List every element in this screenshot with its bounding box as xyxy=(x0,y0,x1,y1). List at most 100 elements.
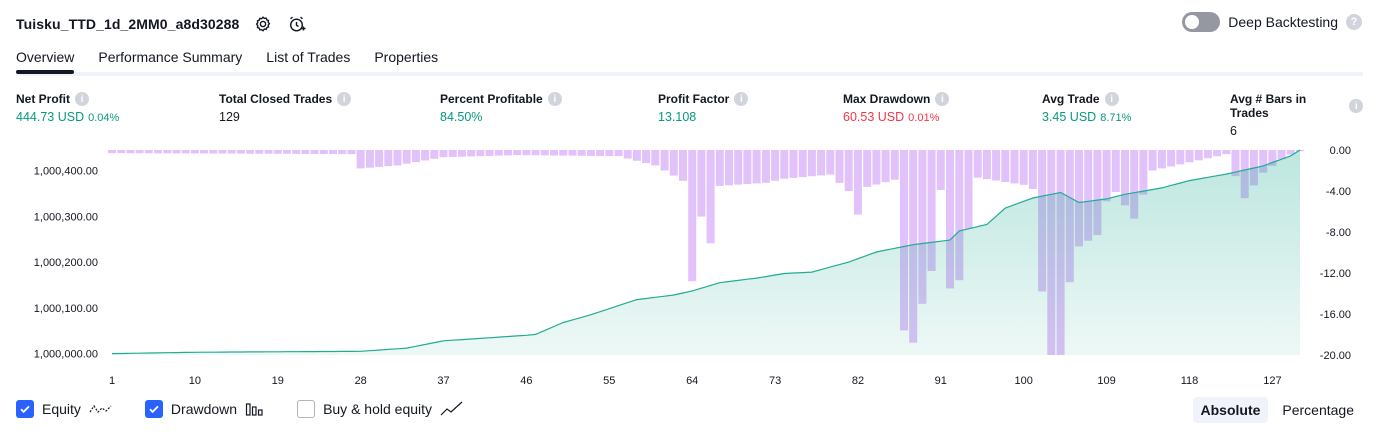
drawdown-bar xyxy=(1019,150,1028,185)
drawdown-bar xyxy=(725,150,733,186)
equity-line-icon xyxy=(89,404,112,413)
drawdown-bar xyxy=(586,150,595,156)
drawdown-bar xyxy=(688,150,697,282)
info-icon[interactable]: i xyxy=(1104,92,1119,106)
drawdown-bar xyxy=(329,150,337,154)
metric-label: Percent Profitable xyxy=(440,92,543,106)
tab-performance-summary[interactable]: Performance Summary xyxy=(98,49,243,65)
drawdown-bar xyxy=(1010,150,1019,184)
metric-label: Max Drawdown xyxy=(843,92,931,106)
drawdown-bar xyxy=(614,150,623,157)
drawdown-bar xyxy=(568,150,577,156)
drawdown-bar xyxy=(457,150,466,157)
legend-buy-hold[interactable]: Buy & hold equity xyxy=(297,400,464,418)
equity-checkbox[interactable] xyxy=(16,400,34,418)
drawdown-bar xyxy=(761,150,770,183)
drawdown-bar xyxy=(144,150,153,154)
tabs-divider xyxy=(16,72,1363,76)
drawdown-bar xyxy=(356,150,365,169)
drawdown-bar xyxy=(236,150,245,154)
metric-avg-bars-in-trades: Avg # Bars in Trades i 6 xyxy=(1230,92,1363,138)
left-axis: 1,000,000.00 1,000,100.00 1,000,200.00 1,00… xyxy=(34,166,98,361)
y-left-tick-label: 1,000,000.00 xyxy=(34,349,98,361)
drawdown-bar xyxy=(264,150,273,154)
right-axis: 0.00 -4.00 -8.00 -12.00 -16.00 -20.00 xyxy=(1320,145,1351,362)
drawdown-bar xyxy=(881,150,890,183)
drawdown-bar xyxy=(936,150,945,190)
drawdown-bar xyxy=(973,150,982,178)
drawdown-bar xyxy=(715,150,724,186)
x-tick-label: 19 xyxy=(272,375,284,387)
metric-percent-profitable: Percent Profitable i 84.50% xyxy=(440,92,562,124)
drawdown-bar xyxy=(1259,150,1268,173)
drawdown-bar xyxy=(485,150,494,156)
drawdown-bar xyxy=(154,150,162,154)
x-tick-label: 10 xyxy=(189,375,201,387)
drawdown-bar xyxy=(992,150,1001,181)
deep-backtesting-toggle[interactable] xyxy=(1182,12,1221,32)
drawdown-bar xyxy=(163,150,172,154)
drawdown-bar xyxy=(826,150,835,175)
value-mode-switch: Absolute Percentage xyxy=(1192,397,1363,423)
buy-hold-checkbox[interactable] xyxy=(297,400,316,418)
drawdown-bar xyxy=(476,150,485,157)
drawdown-bar xyxy=(448,150,457,157)
drawdown-bar xyxy=(1093,150,1102,236)
legend-drawdown[interactable]: Drawdown xyxy=(144,400,265,418)
info-icon[interactable]: i xyxy=(75,92,89,106)
drawdown-bar xyxy=(347,150,356,155)
x-tick-label: 46 xyxy=(520,375,532,387)
report-tabs: Overview Performance Summary List of Tra… xyxy=(16,46,1363,74)
drawdown-bar xyxy=(780,150,789,179)
drawdown-bar xyxy=(117,150,126,154)
alarm-clock-plus-icon[interactable] xyxy=(287,14,307,34)
equity-drawdown-chart[interactable]: 1,000,000.00 1,000,100.00 1,000,200.00 1,00… xyxy=(0,140,1379,390)
drawdown-bar xyxy=(439,150,448,158)
info-icon[interactable]: i xyxy=(547,92,562,106)
metric-value: 84.50% xyxy=(440,110,483,124)
metric-percent: 0.01% xyxy=(908,112,940,124)
metric-label: Profit Factor xyxy=(658,92,730,106)
drawdown-bar xyxy=(559,150,568,156)
tab-overview[interactable]: Overview xyxy=(16,46,75,74)
info-icon[interactable]: i xyxy=(1349,99,1363,113)
question-icon[interactable]: ? xyxy=(1346,14,1362,30)
tab-properties[interactable]: Properties xyxy=(374,49,439,65)
equity-area xyxy=(112,150,1300,355)
metric-label: Avg Trade xyxy=(1042,92,1100,106)
legend-equity[interactable]: Equity xyxy=(16,400,113,418)
metric-label: Net Profit xyxy=(16,92,70,106)
equity-line xyxy=(111,149,1301,355)
metric-label: Avg # Bars in Trades xyxy=(1230,92,1307,120)
drawdown-bar xyxy=(292,150,301,154)
drawdown-bar xyxy=(200,150,209,154)
drawdown-bar xyxy=(283,150,291,154)
x-tick-label: 1 xyxy=(109,375,115,387)
info-icon[interactable]: i xyxy=(337,92,352,106)
legend-label: Drawdown xyxy=(170,401,238,417)
drawdown-bar xyxy=(430,150,439,159)
metric-value: 13.108 xyxy=(658,110,697,124)
x-tick-label: 82 xyxy=(852,375,864,387)
drawdown-bar xyxy=(1130,150,1139,219)
drawdown-bar xyxy=(126,150,135,154)
gear-icon[interactable] xyxy=(253,14,273,34)
info-icon[interactable]: i xyxy=(734,92,749,106)
metric-label: Total Closed Trades xyxy=(219,92,333,106)
tab-list-of-trades[interactable]: List of Trades xyxy=(266,49,351,65)
metric-avg-trade: Avg Trade i 3.45 USD 8.71% xyxy=(1042,92,1131,124)
drawdown-bar xyxy=(1277,150,1286,160)
absolute-button[interactable]: Absolute xyxy=(1192,397,1269,423)
drawdown-bar xyxy=(301,150,310,154)
drawdown-bar xyxy=(890,150,899,180)
drawdown-bar xyxy=(900,150,908,331)
info-icon[interactable]: i xyxy=(935,92,950,106)
drawdown-bars-icon xyxy=(245,403,263,416)
x-tick-label: 118 xyxy=(1181,375,1199,387)
drawdown-checkbox[interactable] xyxy=(144,400,163,418)
drawdown-bar xyxy=(1222,150,1231,155)
drawdown-bar xyxy=(310,150,319,154)
drawdown-bar xyxy=(1176,150,1185,165)
percentage-button[interactable]: Percentage xyxy=(1282,402,1354,418)
drawdown-bar xyxy=(1121,150,1129,206)
